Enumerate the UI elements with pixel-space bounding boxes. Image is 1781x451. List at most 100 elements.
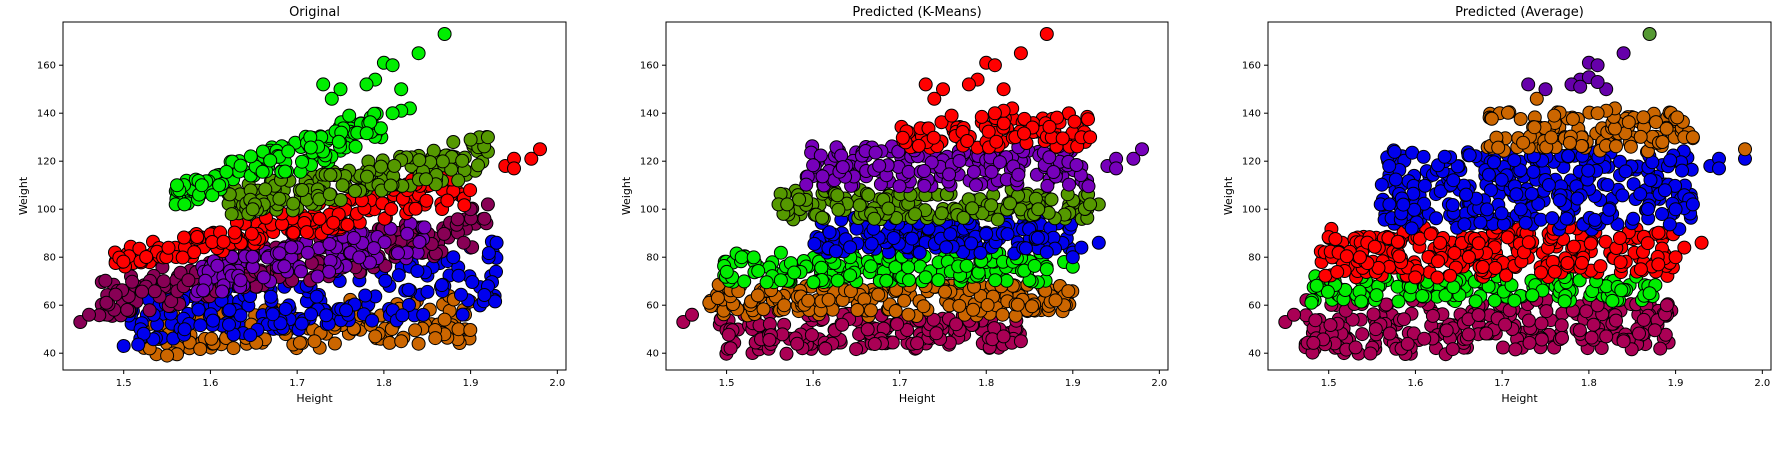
data-point — [294, 316, 309, 331]
data-point — [1354, 294, 1369, 309]
data-point — [834, 148, 849, 163]
data-point — [1626, 211, 1641, 226]
data-point — [1590, 75, 1605, 89]
data-point — [1640, 236, 1655, 251]
data-point — [1641, 202, 1655, 216]
data-point — [756, 302, 771, 317]
data-point — [1642, 27, 1657, 41]
data-point — [1525, 288, 1540, 303]
data-point — [815, 210, 830, 225]
data-point — [804, 328, 819, 342]
data-point — [437, 27, 452, 41]
data-point — [1404, 221, 1419, 236]
data-point — [435, 154, 450, 169]
data-point — [451, 268, 466, 283]
data-point — [1488, 261, 1503, 275]
scatter-points — [73, 27, 547, 363]
chart-title: Predicted (Average) — [1455, 5, 1584, 20]
data-point — [927, 91, 942, 106]
data-point — [1521, 235, 1536, 250]
data-point — [1025, 299, 1039, 314]
y-axis-label: Weight — [1222, 176, 1235, 215]
data-point — [215, 284, 230, 299]
data-point — [294, 264, 308, 279]
data-point — [943, 227, 958, 242]
x-tick-label: 2.0 — [1151, 378, 1167, 389]
data-point — [1445, 342, 1460, 357]
data-point — [750, 288, 765, 303]
data-point — [1593, 259, 1608, 274]
data-point — [187, 245, 202, 260]
data-point — [1668, 202, 1683, 217]
data-point — [319, 308, 334, 323]
data-point — [395, 308, 410, 323]
data-point — [327, 336, 342, 351]
data-point — [135, 284, 149, 299]
data-point — [1348, 340, 1363, 355]
data-point — [116, 339, 131, 353]
data-point — [263, 153, 278, 168]
data-point — [411, 336, 426, 351]
data-point — [1039, 262, 1054, 277]
series-5 — [221, 130, 495, 222]
data-point — [156, 274, 171, 289]
data-point — [895, 130, 910, 145]
data-point — [1468, 294, 1483, 309]
data-point — [1544, 130, 1559, 145]
data-point — [806, 275, 821, 290]
data-point — [340, 217, 355, 232]
scatter-points — [676, 27, 1149, 361]
data-point — [1507, 293, 1522, 308]
data-point — [1061, 284, 1076, 299]
data-point — [451, 322, 466, 337]
data-point — [434, 278, 449, 293]
data-point — [746, 250, 761, 265]
data-point — [1323, 318, 1338, 332]
data-point — [1429, 211, 1444, 226]
data-point — [292, 335, 307, 350]
data-point — [420, 284, 435, 299]
data-point — [310, 269, 325, 284]
data-point — [1083, 130, 1098, 145]
data-point — [1447, 246, 1462, 260]
data-point — [989, 134, 1004, 149]
data-point — [1513, 112, 1528, 126]
data-point — [1533, 212, 1548, 227]
data-point — [734, 250, 749, 265]
series-6 — [1642, 27, 1657, 41]
x-tick-label: 1.9 — [463, 378, 479, 389]
data-point — [1587, 212, 1602, 227]
data-point — [1017, 126, 1031, 141]
data-point — [331, 134, 346, 149]
data-point — [926, 130, 941, 145]
chart-title: Predicted (K-Means) — [852, 5, 981, 20]
data-point — [1599, 329, 1614, 344]
data-point — [120, 302, 135, 317]
data-point — [792, 192, 807, 207]
data-point — [1509, 187, 1524, 202]
data-point — [1042, 119, 1057, 134]
data-point — [333, 193, 348, 207]
data-point — [480, 197, 495, 212]
data-point — [160, 348, 175, 363]
data-point — [1318, 268, 1333, 283]
panel-predicted-average: Predicted (Average) Height Weight 1.5 1.6… — [1222, 5, 1772, 405]
data-point — [890, 317, 905, 332]
y-axis-ticks: 40 60 80 100 120 140 160 — [1242, 61, 1268, 360]
data-point — [1632, 326, 1646, 341]
x-axis-ticks: 1.5 1.6 1.7 1.8 1.9 2.0 — [116, 370, 565, 389]
data-point — [990, 212, 1005, 227]
chart-title: Original — [289, 5, 340, 20]
data-point — [416, 307, 431, 322]
data-point — [931, 273, 946, 288]
data-point — [352, 250, 367, 265]
data-point — [181, 273, 196, 288]
y-tick-label: 60 — [1248, 301, 1261, 312]
data-point — [1481, 167, 1496, 182]
scatter-points — [1278, 27, 1752, 362]
data-point — [419, 193, 434, 208]
x-tick-label: 1.6 — [202, 378, 218, 389]
data-point — [1039, 245, 1054, 260]
y-tick-label: 160 — [1242, 61, 1261, 72]
